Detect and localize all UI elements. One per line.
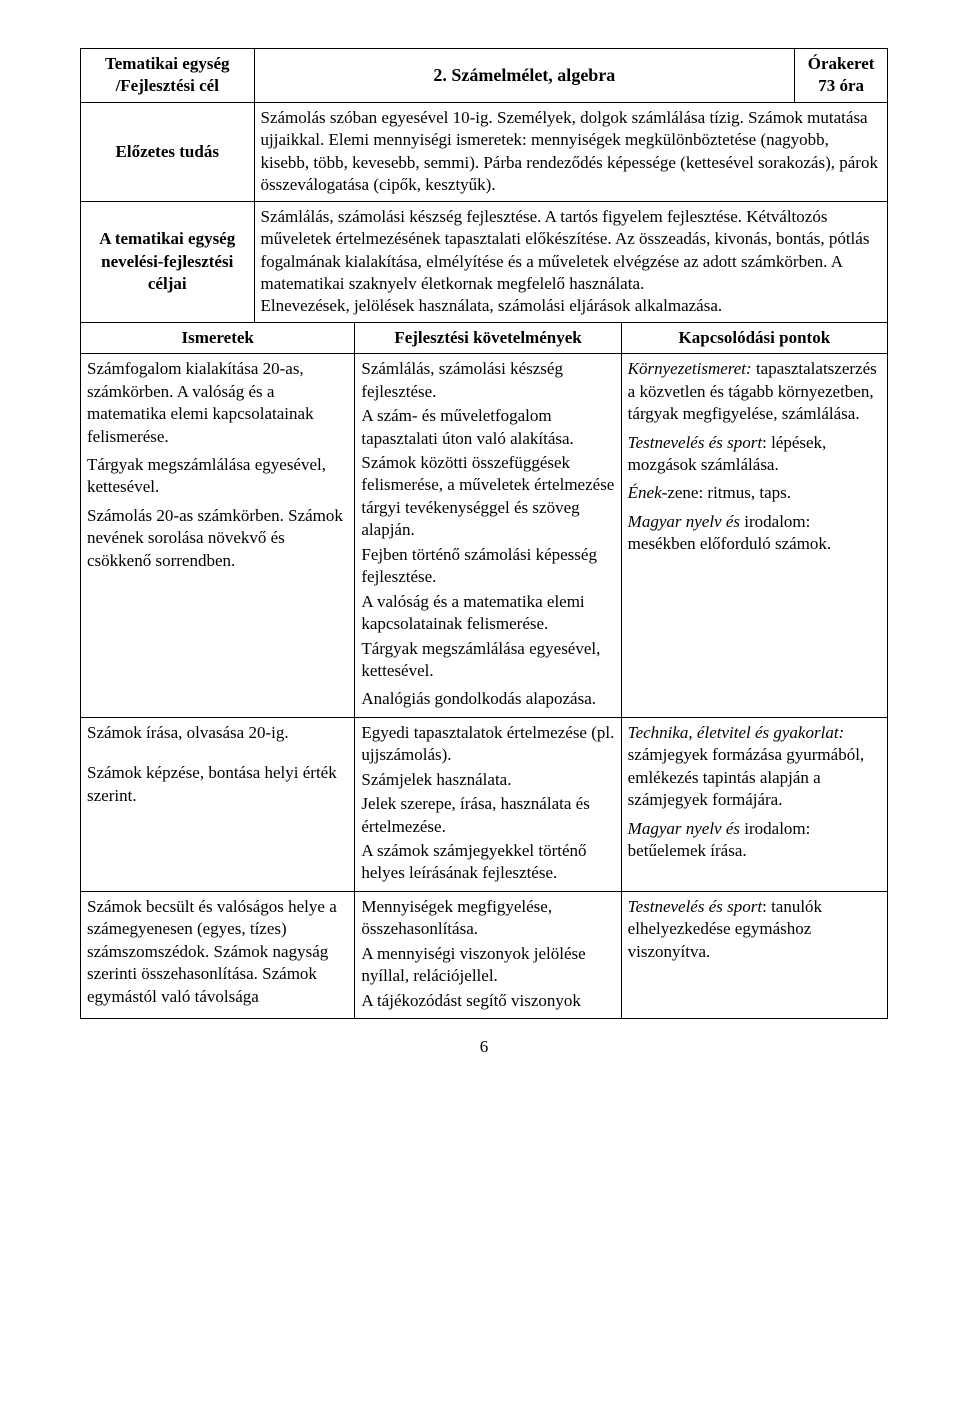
page: Tematikai egység /Fejlesztési cél 2. Szá… <box>0 0 960 1081</box>
header-row: Tematikai egység /Fejlesztési cél 2. Szá… <box>81 49 888 103</box>
rowA-ismeretek-p2: Tárgyak megszámlálása egyesével, kettesé… <box>87 454 348 499</box>
subheader-fejlesztesi: Fejlesztési követelmények <box>355 322 621 353</box>
rowC-kap: Testnevelés és sport: tanulók elhelyezke… <box>628 896 881 963</box>
rowB-ismeretek-p1: Számok írása, olvasása 20-ig. <box>87 722 348 744</box>
rowA-fejl-p3: Számok közötti összefüggések felismerése… <box>361 452 614 542</box>
rowA-ismeretek-p1: Számfogalom kialakítása 20-as, számkörbe… <box>87 358 348 448</box>
subheader-row: Ismeretek Fejlesztési követelmények Kapc… <box>81 322 888 353</box>
rowA-fejlesztesi: Számlálás, számolási készség fejlesztése… <box>355 354 621 718</box>
rowC-fejlesztesi: Mennyiségek megfigyelése, összehasonlítá… <box>355 891 621 1018</box>
content-row-a: Számfogalom kialakítása 20-as, számkörbe… <box>81 354 888 718</box>
curriculum-table: Tematikai egység /Fejlesztési cél 2. Szá… <box>80 48 888 1019</box>
goals-label: A tematikai egység nevelési-fejlesztési … <box>81 201 255 322</box>
rowC-ismeretek: Számok becsült és valóságos helye a szám… <box>81 891 355 1018</box>
rowC-fejl-p2: A mennyiségi viszonyok jelölése nyíllal,… <box>361 943 614 988</box>
rowB-kap-p1-r: számjegyek formázása gyurmából, emlékezé… <box>628 745 865 809</box>
rowB-ismeretek-p2: Számok képzése, bontása helyi érték szer… <box>87 762 348 807</box>
rowA-kap-p3-i: Ének- <box>628 483 668 502</box>
header-left: Tematikai egység /Fejlesztési cél <box>81 49 255 103</box>
rowC-fejl-p3: A tájékozódást segítő viszonyok <box>361 990 614 1012</box>
rowA-kap-p3: Ének-zene: ritmus, taps. <box>628 482 881 504</box>
rowB-fejl-p4: A számok számjegyekkel történő helyes le… <box>361 840 614 885</box>
rowA-kap-p1: Környezetismeret: tapasztalatszerzés a k… <box>628 358 881 425</box>
rowA-fejl-p2: A szám- és műveletfogalom tapasztalati ú… <box>361 405 614 450</box>
rowB-fejl-p2: Számjelek használata. <box>361 769 614 791</box>
rowB-fejl-p3: Jelek szerepe, írása, használata és érte… <box>361 793 614 838</box>
content-row-c: Számok becsült és valóságos helye a szám… <box>81 891 888 1018</box>
page-number: 6 <box>80 1037 888 1057</box>
header-center: 2. Számelmélet, algebra <box>254 49 795 103</box>
prerequisites-label: Előzetes tudás <box>81 102 255 201</box>
content-row-b: Számok írása, olvasása 20-ig. Számok kép… <box>81 717 888 891</box>
prerequisites-row: Előzetes tudás Számolás szóban egyesével… <box>81 102 888 201</box>
goals-text: Számlálás, számolási készség fejlesztése… <box>254 201 888 322</box>
rowA-ismeretek-p3: Számolás 20-as számkörben. Számok nevéne… <box>87 505 348 572</box>
rowA-fejl-p6: Tárgyak megszámlálása egyesével, kettesé… <box>361 638 614 683</box>
rowA-ismeretek: Számfogalom kialakítása 20-as, számkörbe… <box>81 354 355 718</box>
rowA-kap-p4: Magyar nyelv és irodalom: mesékben előfo… <box>628 511 881 556</box>
header-right: Órakeret 73 óra <box>795 49 888 103</box>
rowC-fejl-p1: Mennyiségek megfigyelése, összehasonlítá… <box>361 896 614 941</box>
rowB-fejlesztesi: Egyedi tapasztalatok értelmezése (pl. uj… <box>355 717 621 891</box>
rowA-kap-p4-i: Magyar nyelv és <box>628 512 740 531</box>
subheader-ismeretek: Ismeretek <box>81 322 355 353</box>
prerequisites-text: Számolás szóban egyesével 10-ig. Személy… <box>254 102 888 201</box>
rowB-kap-p2-i: Magyar nyelv és <box>628 819 740 838</box>
rowB-kap-p1: Technika, életvitel és gyakorlat: számje… <box>628 722 881 812</box>
header-right-top: Órakeret <box>808 54 875 73</box>
rowA-kap-p2: Testnevelés és sport: lépések, mozgások … <box>628 432 881 477</box>
rowB-fejl-p1: Egyedi tapasztalatok értelmezése (pl. uj… <box>361 722 614 767</box>
rowB-kapcsolodasi: Technika, életvitel és gyakorlat: számje… <box>621 717 887 891</box>
rowA-kapcsolodasi: Környezetismeret: tapasztalatszerzés a k… <box>621 354 887 718</box>
rowA-kap-p3-r: zene: ritmus, taps. <box>667 483 791 502</box>
rowA-fejl-p1: Számlálás, számolási készség fejlesztése… <box>361 358 614 403</box>
goals-row: A tematikai egység nevelési-fejlesztési … <box>81 201 888 322</box>
rowC-kapcsolodasi: Testnevelés és sport: tanulók elhelyezke… <box>621 891 887 1018</box>
subheader-kapcsolodasi: Kapcsolódási pontok <box>621 322 887 353</box>
header-right-bottom: 73 óra <box>818 76 864 95</box>
rowA-kap-p2-i: Testnevelés és sport <box>628 433 762 452</box>
rowA-kap-p1-i: Környezetismeret: <box>628 359 752 378</box>
rowA-fejl-p7: Analógiás gondolkodás alapozása. <box>361 688 614 710</box>
rowB-ismeretek: Számok írása, olvasása 20-ig. Számok kép… <box>81 717 355 891</box>
rowC-kap-i: Testnevelés és sport <box>628 897 762 916</box>
rowA-fejl-p5: A valóság és a matematika elemi kapcsola… <box>361 591 614 636</box>
rowA-fejl-p4: Fejben történő számolási képesség fejles… <box>361 544 614 589</box>
rowB-kap-p2: Magyar nyelv és irodalom: betűelemek írá… <box>628 818 881 863</box>
rowB-kap-p1-i: Technika, életvitel és gyakorlat: <box>628 723 845 742</box>
